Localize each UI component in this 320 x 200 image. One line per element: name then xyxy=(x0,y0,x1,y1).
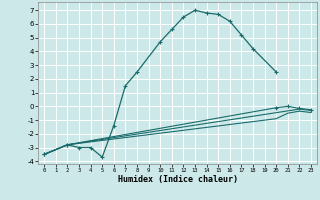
X-axis label: Humidex (Indice chaleur): Humidex (Indice chaleur) xyxy=(118,175,238,184)
